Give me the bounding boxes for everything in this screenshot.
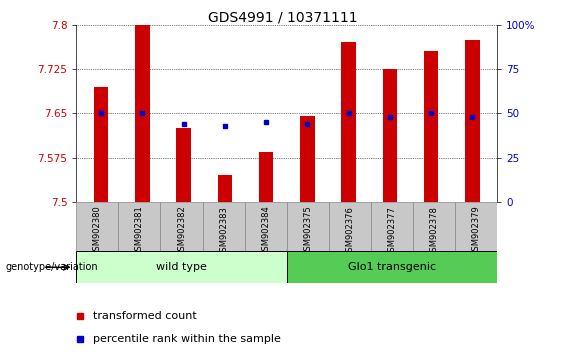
Text: GSM902375: GSM902375 bbox=[303, 206, 312, 257]
Bar bbox=[245, 202, 287, 251]
Text: transformed count: transformed count bbox=[93, 311, 197, 321]
Bar bbox=[465, 40, 480, 202]
Bar bbox=[341, 42, 356, 202]
Bar bbox=[160, 202, 202, 251]
Text: genotype/variation: genotype/variation bbox=[6, 262, 98, 272]
Bar bbox=[455, 202, 497, 251]
Text: GSM902381: GSM902381 bbox=[135, 206, 144, 257]
Bar bbox=[413, 202, 455, 251]
Bar bbox=[76, 202, 119, 251]
Bar bbox=[287, 202, 329, 251]
Bar bbox=[76, 251, 287, 283]
Bar bbox=[202, 202, 245, 251]
Bar bbox=[329, 202, 371, 251]
Text: GSM902382: GSM902382 bbox=[177, 206, 186, 257]
Bar bbox=[176, 128, 191, 202]
Text: percentile rank within the sample: percentile rank within the sample bbox=[93, 334, 281, 344]
Text: Glo1 transgenic: Glo1 transgenic bbox=[348, 262, 436, 272]
Text: GSM902384: GSM902384 bbox=[261, 206, 270, 257]
Text: GDS4991 / 10371111: GDS4991 / 10371111 bbox=[208, 11, 357, 25]
Text: wild type: wild type bbox=[156, 262, 207, 272]
Bar bbox=[383, 69, 397, 202]
Text: GSM902376: GSM902376 bbox=[345, 206, 354, 257]
Bar bbox=[135, 25, 150, 202]
Bar bbox=[371, 202, 413, 251]
Bar bbox=[94, 87, 108, 202]
Text: GSM902383: GSM902383 bbox=[219, 206, 228, 257]
Bar bbox=[259, 152, 273, 202]
Text: GSM902380: GSM902380 bbox=[93, 206, 102, 257]
Text: GSM902378: GSM902378 bbox=[429, 206, 438, 257]
Bar bbox=[119, 202, 160, 251]
Bar bbox=[218, 175, 232, 202]
Bar bbox=[424, 51, 438, 202]
Text: GSM902377: GSM902377 bbox=[388, 206, 397, 257]
Bar bbox=[287, 251, 497, 283]
Bar bbox=[300, 116, 315, 202]
Text: GSM902379: GSM902379 bbox=[472, 206, 481, 257]
